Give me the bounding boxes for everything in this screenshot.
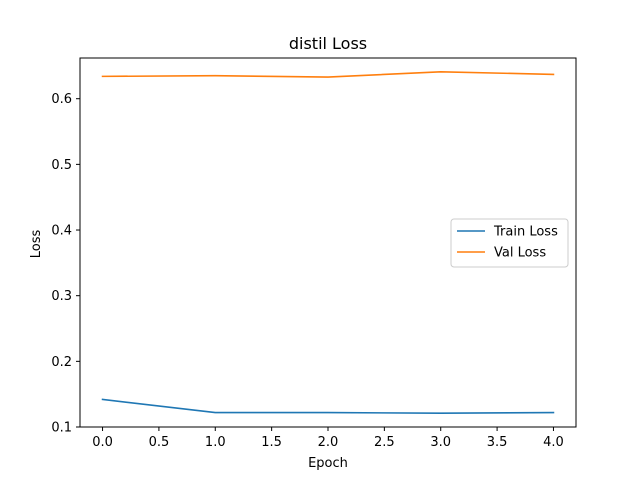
y-tick-label: 0.5 — [51, 158, 72, 173]
y-tick-label: 0.3 — [51, 289, 72, 304]
y-tick-label: 0.2 — [51, 355, 72, 370]
y-tick-label: 0.6 — [51, 92, 72, 107]
y-tick-label: 0.1 — [51, 421, 72, 436]
x-tick-label: 1.5 — [261, 435, 282, 450]
legend-label: Val Loss — [494, 246, 546, 261]
series-line-val-loss — [101, 70, 555, 78]
chart-title: distil Loss — [289, 34, 367, 53]
series-lines — [101, 70, 555, 415]
series-line-train-loss — [101, 398, 555, 415]
x-axis: 0.0 0.5 1.0 1.5 2.0 2.5 3.0 3.5 4.0 — [92, 427, 564, 450]
x-tick-label: 2.5 — [374, 435, 395, 450]
y-tick-label: 0.4 — [51, 224, 72, 239]
x-tick-label: 0.5 — [149, 435, 170, 450]
x-tick-label: 3.5 — [487, 435, 508, 450]
x-tick-label: 2.0 — [318, 435, 339, 450]
x-axis-label: Epoch — [308, 456, 348, 471]
y-axis: 0.1 0.2 0.3 0.4 0.5 0.6 — [51, 92, 80, 436]
y-axis-label: Loss — [29, 230, 44, 259]
x-tick-label: 0.0 — [92, 435, 113, 450]
x-tick-label: 1.0 — [205, 435, 226, 450]
legend: Train Loss Val Loss — [450, 218, 569, 268]
legend-label: Train Loss — [493, 225, 558, 240]
x-tick-label: 3.0 — [430, 435, 451, 450]
x-tick-label: 4.0 — [543, 435, 564, 450]
